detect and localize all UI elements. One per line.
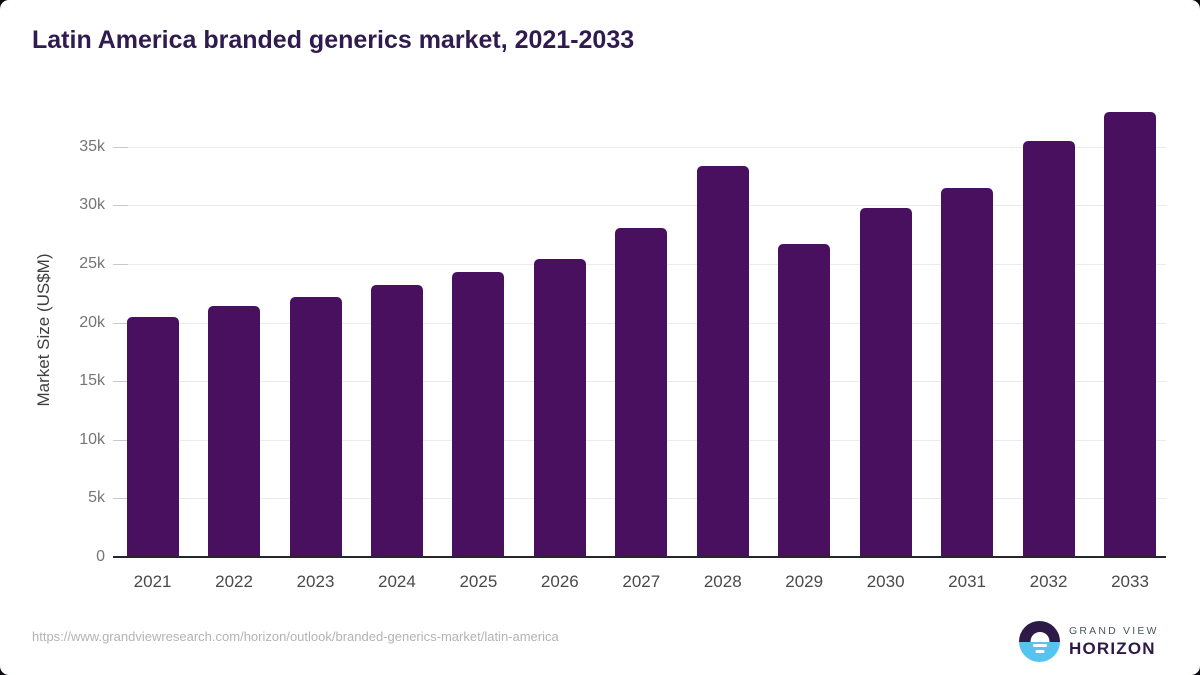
y-tick-30k [113, 205, 128, 207]
icon-reflection-2 [1035, 650, 1044, 653]
horizon-sunrise-icon [1019, 621, 1060, 662]
icon-reflection-1 [1032, 644, 1047, 647]
bar-2023[interactable] [289, 296, 342, 557]
y-tick-label-15k: 15k [79, 372, 105, 390]
y-tick-5k [113, 498, 128, 500]
x-tick-label-2026: 2026 [540, 572, 579, 591]
x-tick-label-2028: 2028 [703, 572, 742, 591]
bar-2033[interactable] [1104, 111, 1156, 557]
x-tick-label-2021: 2021 [133, 572, 172, 591]
source-url: https://www.grandviewresearch.com/horizo… [32, 629, 559, 644]
bar-2024[interactable] [370, 285, 423, 557]
icon-sky [1019, 621, 1060, 642]
y-tick-20k [113, 322, 128, 324]
x-tick-label-2023: 2023 [296, 572, 335, 591]
x-tick-label-2030: 2030 [866, 572, 905, 591]
y-tick-label-35k: 35k [79, 137, 105, 155]
x-tick-label-2024: 2024 [378, 572, 416, 591]
gridline-35k [113, 146, 1166, 148]
grand-view-horizon-logo[interactable]: GRAND VIEW HORIZON [1019, 621, 1159, 662]
bar-2027[interactable] [615, 227, 668, 557]
bar-2031[interactable] [941, 187, 994, 557]
y-tick-label-25k: 25k [79, 255, 105, 273]
logo-grand-view-label: GRAND VIEW [1069, 625, 1159, 638]
bar-2021[interactable] [126, 316, 179, 557]
chart-title: Latin America branded generics market, 2… [32, 26, 635, 54]
bar-2022[interactable] [208, 306, 261, 557]
y-tick-35k [113, 146, 128, 148]
icon-sun [1030, 631, 1049, 642]
bar-2025[interactable] [452, 272, 505, 557]
y-tick-label-5k: 5k [88, 489, 105, 507]
x-axis-line [113, 556, 1166, 558]
x-tick-label-2027: 2027 [622, 572, 661, 591]
chart-plot-area [113, 100, 1166, 557]
x-tick-label-2022: 2022 [215, 572, 253, 591]
y-tick-10k [113, 439, 128, 441]
x-tick-label-2025: 2025 [459, 572, 498, 591]
x-tick-label-2031: 2031 [948, 572, 986, 591]
bar-2028[interactable] [696, 165, 749, 557]
y-tick-label-20k: 20k [79, 313, 105, 331]
bar-2030[interactable] [859, 207, 912, 557]
bar-2026[interactable] [533, 259, 586, 557]
bar-2032[interactable] [1022, 141, 1075, 557]
gridline-30k [113, 205, 1166, 207]
y-tick-label-30k: 30k [79, 196, 105, 214]
y-tick-15k [113, 381, 128, 383]
x-tick-label-2029: 2029 [785, 572, 824, 591]
y-tick-25k [113, 264, 128, 266]
logo-text: GRAND VIEW HORIZON [1069, 626, 1159, 657]
y-tick-label-10k: 10k [79, 430, 105, 448]
bar-2029[interactable] [778, 244, 831, 557]
y-tick-label-0: 0 [96, 548, 105, 565]
logo-horizon-label: HORIZON [1069, 638, 1156, 658]
x-tick-label-2032: 2032 [1029, 572, 1068, 591]
x-tick-label-2033: 2033 [1111, 572, 1149, 591]
